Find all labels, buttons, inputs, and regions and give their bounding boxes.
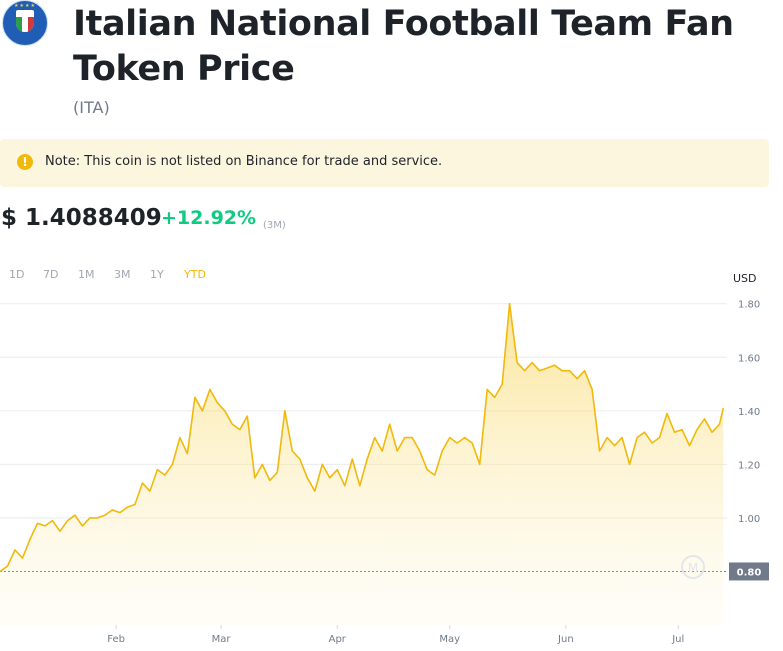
x-tick-label: Feb xyxy=(107,634,125,645)
y-tick-label: 1.80 xyxy=(738,300,760,311)
range-ytd-button[interactable]: YTD xyxy=(184,268,206,281)
notice-text: Note: This coin is not listed on Binance… xyxy=(45,154,443,169)
x-tick-label: Jun xyxy=(557,634,574,645)
x-tick-label: Apr xyxy=(329,634,347,645)
stars-icon: ★★★★ xyxy=(14,3,36,9)
y-tick-label: 1.00 xyxy=(738,514,760,525)
unit-label: USD xyxy=(733,272,757,285)
y-axis: 1.00 1.20 1.40 1.60 1.80 xyxy=(738,300,760,525)
price-line xyxy=(0,302,725,573)
x-tick-label: Mar xyxy=(212,634,232,645)
current-price: $ 1.4088409 xyxy=(1,205,162,231)
price-area xyxy=(0,303,724,625)
range-7d-button[interactable]: 7D xyxy=(43,268,59,281)
page-title: Italian National Football Team Fan Token… xyxy=(73,4,734,89)
x-tick-label: May xyxy=(439,634,460,645)
warning-icon: ! xyxy=(17,154,33,170)
price-change: +12.92% xyxy=(161,207,257,229)
x-tick-label: Jul xyxy=(671,634,684,645)
watermark-icon: M xyxy=(681,555,705,579)
svg-text:M: M xyxy=(688,561,698,575)
baseline-price-tag: 0.80 xyxy=(729,562,769,581)
change-period: (3M) xyxy=(263,220,286,231)
range-1d-button[interactable]: 1D xyxy=(9,268,25,281)
coin-logo: ★★★★ xyxy=(2,0,48,46)
coin-symbol: (ITA) xyxy=(73,98,110,117)
range-1y-button[interactable]: 1Y xyxy=(150,268,164,281)
x-axis: Feb Mar Apr May Jun Jul xyxy=(107,625,684,645)
shield-icon xyxy=(16,10,34,32)
notice-banner: ! Note: This coin is not listed on Binan… xyxy=(0,139,769,187)
range-3m-button[interactable]: 3M xyxy=(114,268,131,281)
y-tick-label: 1.20 xyxy=(738,460,760,471)
svg-text:0.80: 0.80 xyxy=(737,567,762,578)
y-tick-label: 1.60 xyxy=(738,353,760,364)
price-chart: 1.001.201.401.601.80 Feb Mar Apr May Jun Jul … xyxy=(0,300,769,645)
range-1m-button[interactable]: 1M xyxy=(78,268,95,281)
y-tick-label: 1.40 xyxy=(738,407,760,418)
